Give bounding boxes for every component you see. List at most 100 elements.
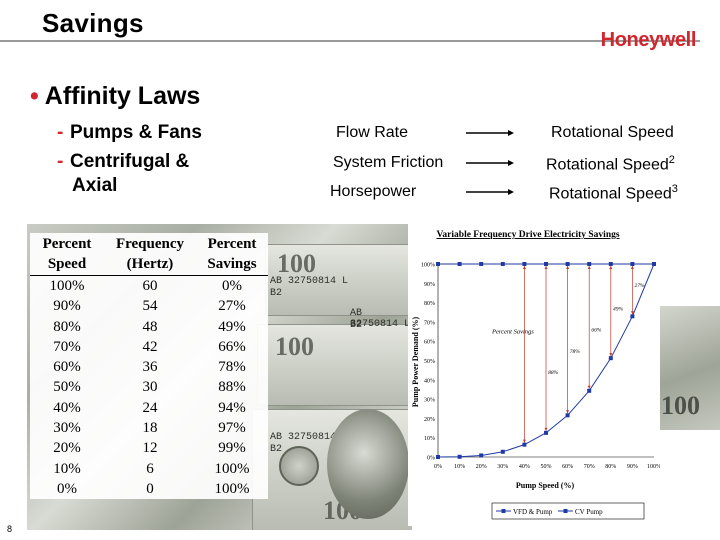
table-row: 30% 18 97% [30,418,268,438]
table-row: 10% 6 100% [30,459,268,479]
arrowhead-icon [566,410,570,414]
data-point [522,442,527,447]
money-strip-image: 100 [655,306,720,430]
y-tick-label: 70% [424,320,435,326]
arrowhead-icon [522,439,526,443]
relation-left-flow-rate: Flow Rate [336,124,409,141]
banknote [265,244,412,316]
arrow-right-icon [466,160,514,166]
plot-area: 0% 10% 20% 30% 40% 50% 60% 70% 80% 90% 100% 0% 10% 20… [421,262,660,470]
table-cell: 20% [53,440,81,457]
table-cell: 100% [214,460,250,477]
data-point [522,262,527,266]
table-cell: 88% [218,379,246,396]
arrowhead-icon [630,266,634,269]
data-point [544,262,548,266]
slide-title: Savings [42,8,144,38]
table-cell: 60% [53,359,81,376]
bullet-text: Affinity Laws [44,82,201,110]
table-row: 40% 24 94% [30,398,268,418]
chart-xlabel: Pump Speed (%) [516,481,575,490]
savings-percent-label: 49% [613,305,624,312]
table-row: 100% 60 0% [30,276,268,297]
x-tick-label: 30% [497,464,508,470]
y-tick-label: 60% [424,340,435,346]
table-cell: 100% [214,480,250,497]
relation-right-text: Rotational Speed [546,156,669,174]
header-percent-speed: Percent Speed [30,233,104,276]
subbullet-text: Centrifugal & [70,151,190,172]
table-cell: 30 [142,379,158,396]
exponent: 2 [668,154,675,166]
data-point [436,262,440,266]
portrait-image [327,409,409,519]
table-cell: 18 [142,420,158,437]
data-point [500,449,505,454]
table-row: 80% 48 49% [30,317,268,337]
arrowhead-icon [630,311,634,315]
table-cell: 90% [53,298,81,315]
table-cell: 78% [218,359,246,376]
arrowhead-icon [566,266,570,269]
chart-ylabel: Pump Power Demand (%) [411,317,420,408]
data-point [630,262,635,266]
table-cell: 24 [142,399,158,416]
arrowhead-icon [587,385,591,389]
table-cell: 10% [53,460,81,477]
header-percent-savings: Percent Savings [196,233,268,276]
x-tick-label: 80% [605,464,616,470]
relation-right-rotational-speed-squared: Rotational Speed2 [546,154,675,174]
relation-right-rotational-speed-cubed: Rotational Speed3 [549,183,678,203]
arrowhead-icon [522,266,526,269]
header-line: Speed [47,256,87,272]
data-point [565,413,570,418]
data-point [479,262,484,266]
chart-title: Variable Frequency Drive Electricity Sav… [436,230,619,240]
table-row: 70% 42 66% [30,337,268,357]
data-point [500,262,505,266]
y-tick-label: 50% [424,359,435,365]
table-cell: 99% [218,440,246,457]
serial-number: AB 32750814 L [270,432,349,443]
x-tick-label: 50% [541,464,552,470]
data-point [457,454,462,459]
table-header-row: Percent Speed Frequency (Hertz) Percent Sav… [30,233,268,276]
dash-icon: - [57,122,64,143]
header-line: Percent [207,236,257,252]
relation-left-horsepower: Horsepower [330,183,417,200]
relation-right-text: Rotational Speed [549,185,672,203]
arrow-right-icon [466,189,514,195]
chart-legend: VFD & Pump CV Pump [491,502,645,520]
subbullet-pumps-fans: - Pumps & Fans [57,121,202,145]
y-tick-label: 40% [424,378,435,384]
arrowhead-icon [609,353,613,357]
data-point [587,388,592,393]
header-line: Savings [207,256,257,272]
serial-number: AB 32750814 L [350,308,411,330]
arrowhead-icon [587,266,591,269]
table-cell: 100% [49,278,85,294]
bullet-affinity-laws: • Affinity Laws [30,82,200,111]
y-tick-label: 100% [421,263,435,269]
y-tick-label: 80% [424,301,435,307]
table-cell: 40% [53,399,81,416]
annotation-label: Percent Savings [491,328,534,335]
table-cell: 0% [222,278,242,294]
table-cell: 48 [142,318,158,335]
table-cell: 30% [53,420,81,437]
title-divider [0,40,700,42]
subbullet-centrifugal: - Centrifugal & [57,150,189,174]
data-point [544,430,548,435]
exponent: 3 [671,183,678,195]
x-tick-label: 90% [627,464,638,470]
y-tick-label: 10% [424,436,435,442]
series-label: B2 [350,320,363,331]
data-point [479,453,484,458]
bullet-dot-icon: • [30,82,39,110]
data-point [565,262,570,266]
y-tick-label: 90% [424,282,435,288]
table-row: 90% 54 27% [30,296,268,316]
savings-percent-label: 66% [591,328,602,334]
table-cell: 12 [142,440,158,457]
data-point [608,356,613,361]
